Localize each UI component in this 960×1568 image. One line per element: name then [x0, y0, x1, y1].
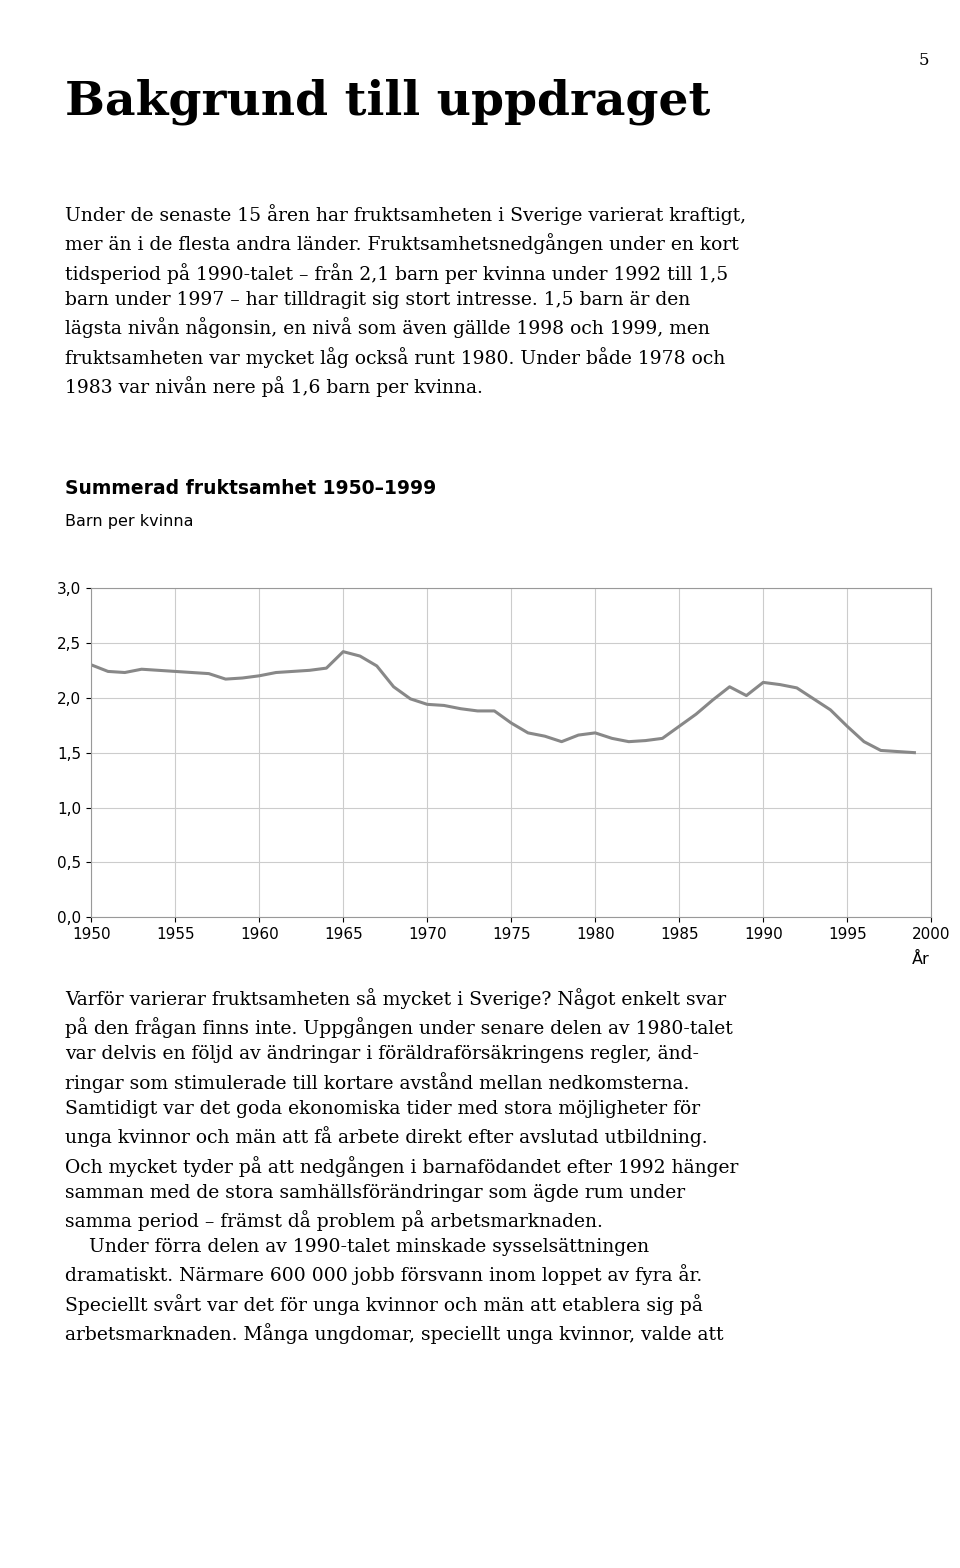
Text: Summerad fruktsamhet 1950–1999: Summerad fruktsamhet 1950–1999 [65, 480, 437, 499]
Text: Under de senaste 15 åren har fruktsamheten i Sverige varierat kraftigt,
mer än i: Under de senaste 15 åren har fruktsamhet… [65, 204, 747, 397]
Text: Varför varierar fruktsamheten så mycket i Sverige? Något enkelt svar
på den fråg: Varför varierar fruktsamheten så mycket … [65, 988, 738, 1344]
Text: År: År [912, 952, 929, 967]
Text: Bakgrund till uppdraget: Bakgrund till uppdraget [65, 78, 710, 125]
Text: Barn per kvinna: Barn per kvinna [65, 514, 194, 528]
Text: 5: 5 [919, 52, 929, 69]
